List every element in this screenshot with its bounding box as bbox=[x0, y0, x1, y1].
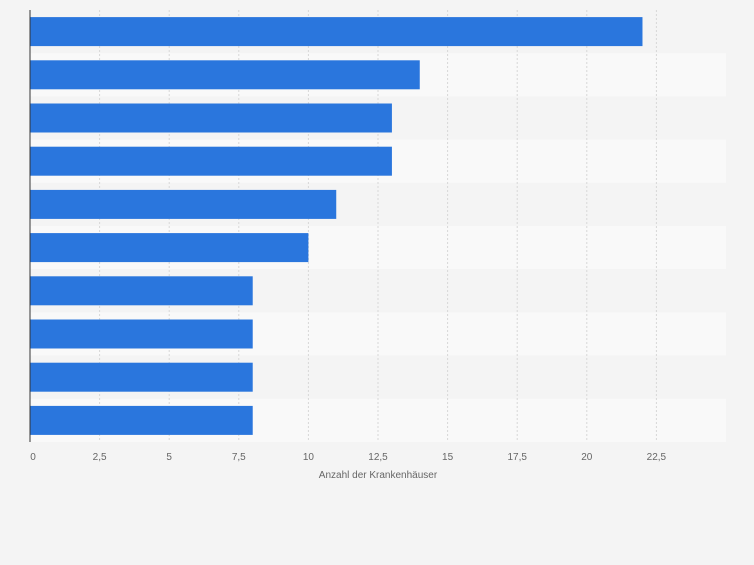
x-axis-title: Anzahl der Krankenhäuser bbox=[319, 470, 438, 481]
bars bbox=[30, 17, 643, 435]
x-tick-label: 5 bbox=[166, 452, 172, 463]
x-axis-ticks: 0 2,5 5 7,5 10 12,5 15 17,5 20 22,5 bbox=[30, 452, 666, 463]
bar[interactable] bbox=[30, 189, 337, 219]
x-tick-label: 10 bbox=[303, 452, 315, 463]
x-tick-label: 0 bbox=[30, 452, 36, 463]
bar[interactable] bbox=[30, 103, 392, 133]
bar[interactable] bbox=[30, 362, 253, 392]
x-tick-label: 17,5 bbox=[507, 452, 527, 463]
x-tick-label: 15 bbox=[442, 452, 454, 463]
bar[interactable] bbox=[30, 146, 392, 176]
x-tick-label: 7,5 bbox=[232, 452, 246, 463]
x-tick-label: 20 bbox=[581, 452, 593, 463]
bar[interactable] bbox=[30, 319, 253, 349]
bar[interactable] bbox=[30, 405, 253, 435]
x-tick-label: 12,5 bbox=[368, 452, 388, 463]
bar[interactable] bbox=[30, 60, 420, 90]
x-tick-label: 22,5 bbox=[647, 452, 667, 463]
x-tick-label: 2,5 bbox=[93, 452, 107, 463]
bar[interactable] bbox=[30, 233, 309, 263]
bar[interactable] bbox=[30, 276, 253, 306]
bar[interactable] bbox=[30, 17, 643, 47]
